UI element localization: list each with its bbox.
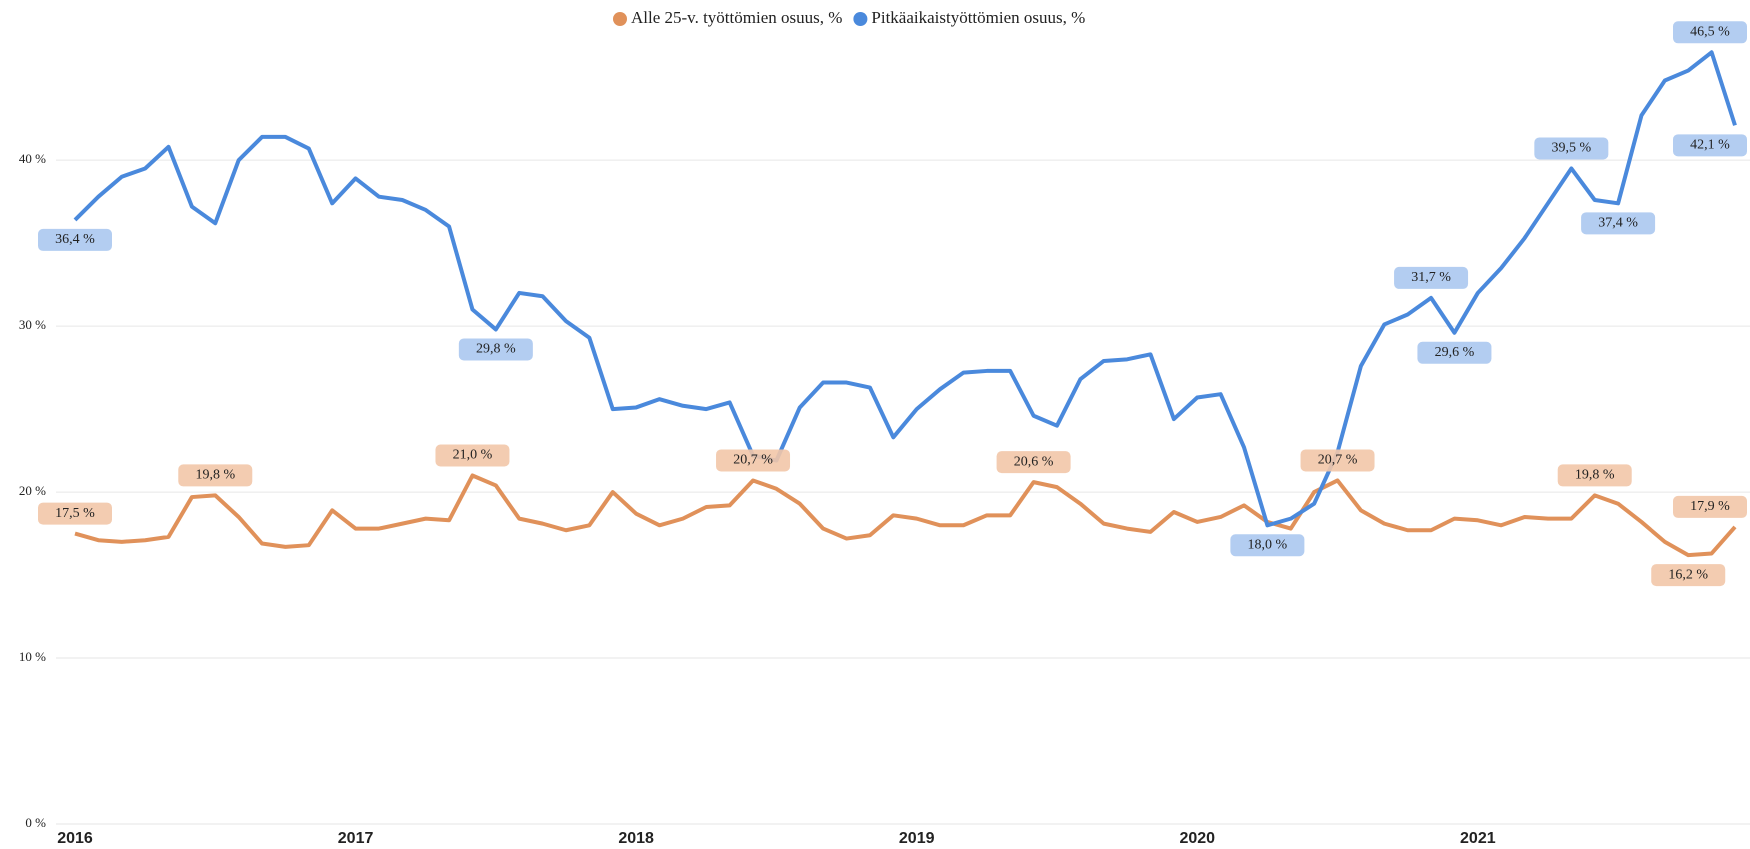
data-label-text: 37,4 % <box>1598 216 1638 231</box>
data-label-text: 46,5 % <box>1690 25 1730 40</box>
data-label-text: 19,8 % <box>1575 468 1615 483</box>
data-label-bg <box>435 444 510 467</box>
data-label: 29,8 % <box>458 338 533 361</box>
x-tick-label: 2019 <box>899 830 935 847</box>
legend-label: Alle 25-v. työttömien osuus, % <box>631 8 842 27</box>
legend-label: Pitkäaikaistyöttömien osuus, % <box>871 8 1085 27</box>
data-label-text: 18,0 % <box>1248 537 1288 552</box>
data-label-bg <box>38 502 112 525</box>
data-label: 31,7 % <box>1394 266 1469 289</box>
data-label: 20,6 % <box>996 451 1071 474</box>
data-label: 36,4 % <box>38 228 112 251</box>
data-label-bg <box>1651 564 1726 587</box>
data-label-text: 19,8 % <box>195 468 235 483</box>
legend: Alle 25-v. työttömien osuus, % Pitkäaikai… <box>613 8 1085 27</box>
data-label-bg <box>1557 464 1632 487</box>
data-label-bg <box>1673 21 1747 44</box>
data-label-text: 31,7 % <box>1411 270 1451 285</box>
data-label-bg <box>1673 134 1747 157</box>
data-label-bg <box>1417 341 1492 364</box>
data-label: 19,8 % <box>1557 464 1632 487</box>
data-label-text: 17,5 % <box>55 506 95 521</box>
data-label-text: 21,0 % <box>453 448 493 463</box>
series-line <box>73 50 1737 528</box>
data-label: 18,0 % <box>1230 534 1305 557</box>
data-label: 20,7 % <box>1300 449 1375 472</box>
x-tick-label: 2016 <box>57 830 93 847</box>
data-label-text: 39,5 % <box>1552 141 1592 156</box>
legend-marker <box>853 12 868 26</box>
y-tick-label: 20 % <box>19 483 46 498</box>
data-label: 17,5 % <box>38 502 112 525</box>
data-label-bg <box>996 451 1071 474</box>
data-label: 46,5 % <box>1673 21 1747 44</box>
data-label-bg <box>38 228 112 251</box>
data-label: 39,5 % <box>1534 137 1609 160</box>
legend-marker <box>613 12 627 26</box>
data-label: 16,2 % <box>1651 564 1726 587</box>
data-label-text: 36,4 % <box>55 232 95 247</box>
data-label-text: 42,1 % <box>1690 138 1730 153</box>
data-label: 42,1 % <box>1673 134 1747 157</box>
x-tick-label: 2020 <box>1179 830 1215 847</box>
data-label: 19,8 % <box>178 464 253 487</box>
x-tick-label: 2018 <box>618 830 654 847</box>
data-label-bg <box>1300 449 1375 472</box>
data-label-text: 20,6 % <box>1014 454 1054 469</box>
y-tick-label: 0 % <box>25 815 46 830</box>
y-tick-label: 30 % <box>19 317 46 332</box>
data-label: 29,6 % <box>1417 341 1492 364</box>
data-label-bg <box>1534 137 1609 160</box>
series-line <box>74 473 1737 558</box>
data-label-text: 29,6 % <box>1435 345 1475 360</box>
data-label: 21,0 % <box>435 444 510 467</box>
data-label: 20,7 % <box>716 449 791 472</box>
data-label-bg <box>1394 266 1469 289</box>
data-label: 37,4 % <box>1581 212 1656 235</box>
data-label-bg <box>1673 495 1747 518</box>
x-tick-label: 2021 <box>1460 830 1496 847</box>
data-label-bg <box>716 449 791 472</box>
data-label-text: 20,7 % <box>1318 453 1358 468</box>
data-label-text: 17,9 % <box>1690 499 1730 514</box>
data-label-text: 16,2 % <box>1668 567 1708 582</box>
data-label-text: 20,7 % <box>733 453 773 468</box>
data-label-bg <box>458 338 533 361</box>
data-label-text: 29,8 % <box>476 342 516 357</box>
y-tick-label: 40 % <box>19 151 46 166</box>
data-label-bg <box>1581 212 1656 235</box>
y-tick-label: 10 % <box>19 649 46 664</box>
data-label-bg <box>1230 534 1305 557</box>
data-label-bg <box>178 464 253 487</box>
data-label: 17,9 % <box>1673 495 1747 518</box>
x-tick-label: 2017 <box>338 830 374 847</box>
